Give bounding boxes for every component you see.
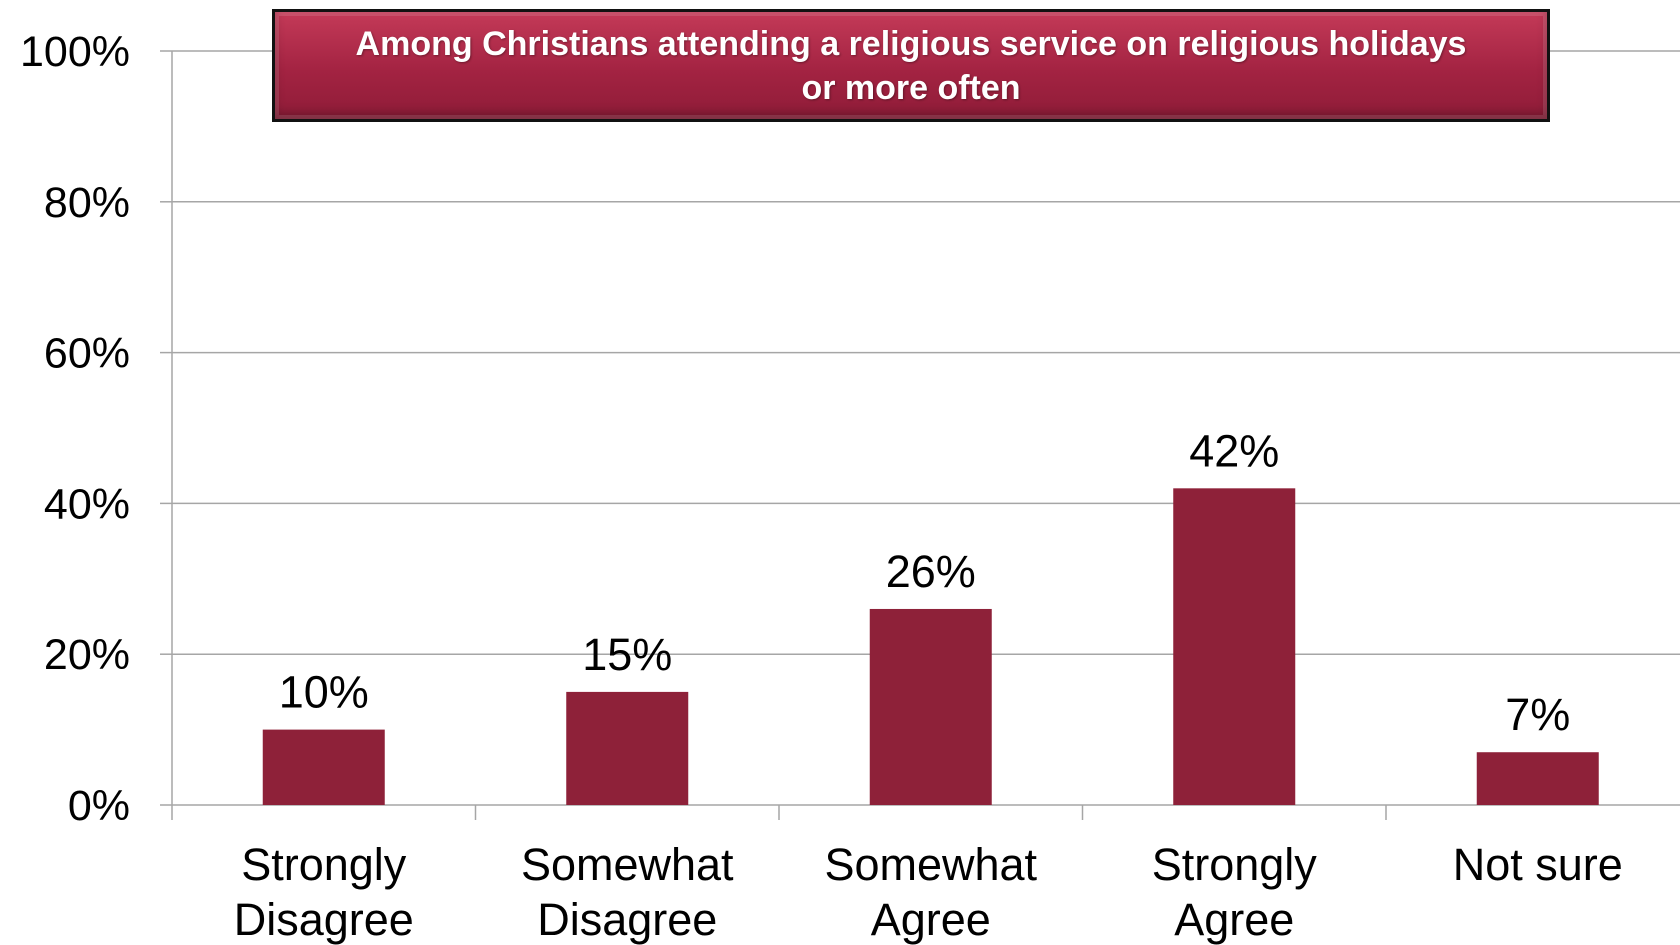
chart-title-line-2: or more often xyxy=(801,68,1021,107)
bars xyxy=(262,488,1599,805)
y-tick-label: 40% xyxy=(44,480,130,528)
y-tick-label: 20% xyxy=(44,631,130,679)
data-labels: 10% 15% 26% 42% 7% xyxy=(279,425,1571,740)
data-label: 26% xyxy=(886,546,976,597)
bar xyxy=(566,691,689,805)
y-tick-label: 0% xyxy=(68,782,130,830)
x-tick-label-line: Agree xyxy=(871,894,991,945)
data-label: 42% xyxy=(1189,425,1279,476)
x-tick-label: Somewhat Disagree xyxy=(521,839,734,945)
x-tick-label: Not sure xyxy=(1453,839,1623,890)
y-tick-label: 80% xyxy=(44,179,130,227)
chart-title-line-1: Among Christians attending a religious s… xyxy=(355,24,1467,63)
x-tick-label: Strongly Agree xyxy=(1152,839,1318,945)
chart-title-box: Among Christians attending a religious s… xyxy=(272,9,1550,122)
x-tick-label-line: Not sure xyxy=(1453,839,1623,890)
x-tick-label: Somewhat Agree xyxy=(824,839,1037,945)
bar xyxy=(1476,752,1599,805)
y-tick-label: 100% xyxy=(20,28,130,76)
x-tick-label: Strongly Disagree xyxy=(234,839,414,945)
data-label: 7% xyxy=(1505,689,1570,740)
x-tick-label-line: Strongly xyxy=(1152,839,1318,890)
bar xyxy=(1173,488,1296,805)
data-label: 10% xyxy=(279,667,369,718)
x-tick-label-line: Somewhat xyxy=(521,839,734,890)
x-tick-label-line: Disagree xyxy=(234,894,414,945)
x-tick-label-line: Somewhat xyxy=(824,839,1037,890)
bar xyxy=(869,608,992,805)
data-label: 15% xyxy=(582,629,672,680)
x-tick-label-line: Strongly xyxy=(241,839,407,890)
x-tick-label-line: Disagree xyxy=(537,894,717,945)
x-tick-label-line: Agree xyxy=(1174,894,1294,945)
bar xyxy=(262,729,385,805)
y-tick-labels: 0% 20% 40% 60% 80% 100% xyxy=(20,28,130,830)
y-tick-label: 60% xyxy=(44,330,130,378)
